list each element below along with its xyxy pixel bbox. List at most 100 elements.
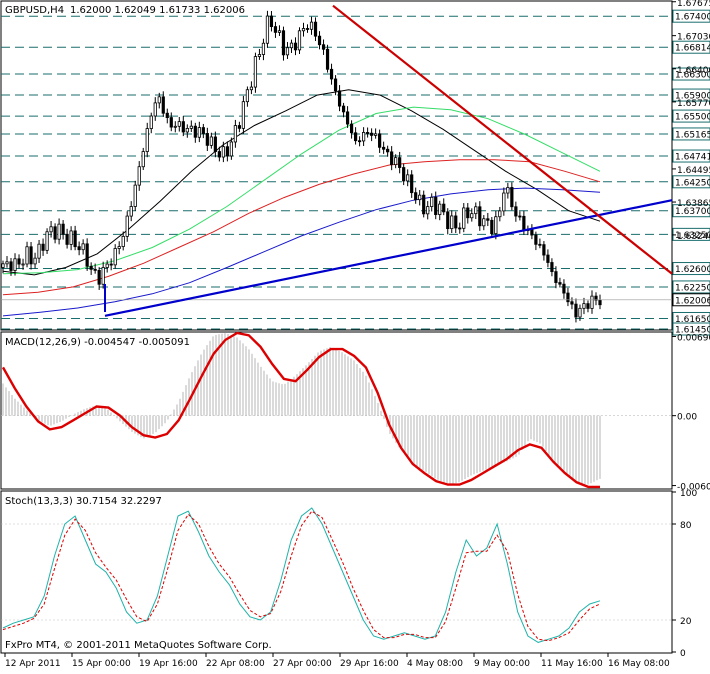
candle-body (494, 216, 498, 235)
candle-body (261, 42, 266, 55)
level-label-box (672, 322, 710, 336)
candle-body (357, 140, 362, 143)
candle-body (193, 125, 197, 138)
candle-body (518, 215, 522, 218)
candle-body (301, 28, 306, 32)
candle-body (125, 215, 129, 237)
level-label: 1.61450 (675, 326, 710, 336)
level-label-box (672, 280, 710, 294)
level-label-box (672, 67, 710, 81)
level-label-box (672, 9, 710, 23)
stoch-title: Stoch(13,3,3) 30.7154 32.2297 (5, 496, 162, 507)
candle-body (141, 151, 145, 168)
candle-body (578, 307, 582, 318)
candle-body (546, 254, 550, 263)
candle-body (341, 105, 346, 113)
candle-body (586, 303, 590, 309)
x-axis-label: 15 Apr 00:00 (72, 659, 131, 669)
candle-body (474, 206, 478, 215)
current-price-label: 1.62006 (675, 296, 710, 306)
candle-body (398, 157, 402, 168)
candle-body (570, 301, 574, 305)
candle-body (145, 128, 149, 152)
candle-body (422, 194, 426, 215)
candle-body (594, 295, 598, 301)
stoch-main-line (2, 507, 601, 643)
candle-body (414, 192, 418, 201)
stoch-signal-line (2, 510, 601, 642)
level-label-box (672, 109, 710, 123)
candle-body (466, 207, 470, 219)
candle-body (337, 90, 342, 107)
price-scale-label: 1.67675 (677, 0, 710, 9)
candle-body (121, 235, 125, 247)
candle-body (205, 133, 209, 146)
x-axis-label: 11 May 16:00 (541, 659, 603, 669)
candle-body (438, 203, 442, 215)
candle-body (197, 127, 201, 138)
candle-body (273, 26, 278, 33)
candle-body (157, 96, 161, 104)
candle-body (25, 246, 29, 265)
candle-body (93, 268, 97, 271)
candle-body (534, 234, 538, 245)
candle-body (41, 243, 45, 251)
x-axis-label: 12 Apr 2011 (5, 659, 61, 669)
candle-body (454, 215, 458, 229)
macd-scale-label: 0.006900 (677, 333, 710, 343)
candle-body (185, 128, 189, 133)
candle-body (105, 263, 109, 268)
level-label-box (672, 40, 710, 54)
candle-body (37, 243, 41, 259)
candle-body (209, 136, 213, 146)
candle-body (281, 30, 286, 56)
candle-body (1, 263, 5, 268)
price-scale-label: 1.64495 (677, 166, 710, 176)
red-trendline (332, 4, 673, 275)
candle-body (117, 246, 121, 249)
candle-body (189, 125, 193, 129)
candle-body (498, 210, 502, 218)
candle-body (29, 246, 33, 265)
level-label: 1.61650 (675, 315, 710, 325)
candle-body (538, 243, 542, 246)
candle-body (257, 54, 262, 57)
x-axis-label: 4 May 08:00 (407, 659, 463, 669)
candle-body (21, 263, 25, 266)
level-label: 1.65500 (675, 113, 710, 123)
candle-body (269, 15, 274, 27)
candle-body (241, 101, 246, 129)
candle-body (165, 112, 169, 118)
candle-body (333, 78, 338, 92)
candle-body (558, 282, 562, 285)
level-label-box (672, 149, 710, 163)
candle-body (482, 218, 486, 227)
price-scale-label: 1.66400 (677, 66, 710, 76)
level-label: 1.66300 (675, 71, 710, 81)
candle-body (317, 35, 322, 46)
macd-scale-label: -0.006088 (677, 483, 710, 493)
candle-body (181, 121, 185, 133)
candle-body (370, 132, 374, 136)
candle-body (305, 28, 310, 30)
stoch-panel[interactable] (0, 490, 673, 654)
candle-body (458, 227, 462, 230)
candle-body (149, 115, 153, 129)
candle-body (173, 125, 177, 128)
level-label-box (672, 175, 710, 189)
candle-body (490, 219, 494, 235)
macd-signal-line (1, 331, 600, 489)
candle-body (514, 206, 518, 217)
candle-body (325, 48, 330, 70)
candle-body (313, 21, 318, 37)
candle-body (97, 269, 101, 285)
candle-body (17, 258, 21, 265)
candle-body (353, 132, 358, 142)
candle-body (77, 246, 81, 251)
candle-body (309, 21, 314, 30)
candle-body (406, 174, 410, 182)
candle-body (73, 230, 77, 248)
candle-body (33, 257, 37, 265)
